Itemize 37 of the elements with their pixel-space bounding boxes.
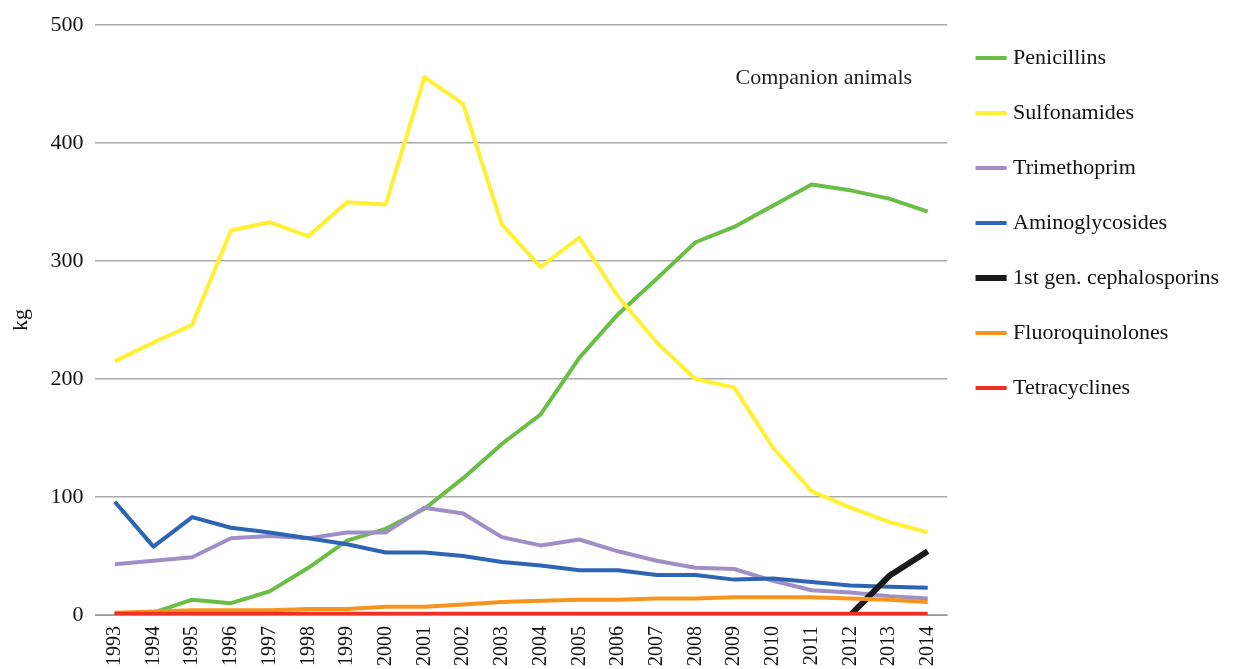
x-tick-label: 1999: [334, 626, 357, 666]
x-tick-label: 1993: [102, 626, 125, 666]
x-tick-label: 2009: [721, 626, 744, 666]
y-tick-label: 0: [72, 600, 84, 626]
x-tick-label: 2001: [411, 626, 434, 666]
legend-label: Sulfonamides: [1013, 98, 1135, 124]
x-tick-label: 1996: [218, 626, 241, 666]
legend-label: Tetracyclines: [1013, 373, 1131, 399]
x-tick-label: 2004: [527, 626, 550, 666]
x-tick-label: 1997: [256, 626, 279, 666]
x-tick-label: 2003: [489, 626, 512, 666]
text: Companion animals: [735, 63, 913, 89]
x-tick-label: 2010: [760, 626, 783, 666]
y-tick-label: 100: [50, 482, 84, 508]
y-tick-label: 200: [50, 364, 84, 390]
legend-label: Aminoglycosides: [1013, 208, 1168, 234]
x-tick-label: 2005: [566, 626, 589, 666]
y-tick-label: 300: [50, 246, 84, 272]
x-tick-label: 2014: [914, 626, 937, 666]
x-tick-label: 1998: [295, 626, 318, 666]
y-axis-title: kg: [6, 309, 32, 332]
x-tick-label: 2002: [450, 626, 473, 666]
x-tick-label: 2008: [682, 626, 705, 666]
x-tick-label: 2007: [643, 626, 666, 666]
x-tick-label: 2011: [798, 626, 821, 666]
legend-label: Fluoroquinolones: [1013, 318, 1169, 344]
x-tick-label: 2012: [837, 626, 860, 666]
x-tick-label: 1994: [140, 626, 163, 666]
x-tick-label: 2013: [876, 626, 899, 666]
x-tick-label: 1995: [179, 626, 202, 666]
legend-label: Trimethoprim: [1013, 153, 1136, 179]
legend-label: 1st gen. cephalosporins: [1013, 263, 1219, 289]
legend-label: Penicillins: [1013, 43, 1106, 69]
y-tick-label: 500: [50, 10, 84, 36]
y-tick-label: 400: [50, 128, 84, 154]
x-tick-label: 2006: [605, 626, 628, 666]
x-tick-label: 2000: [373, 626, 395, 666]
